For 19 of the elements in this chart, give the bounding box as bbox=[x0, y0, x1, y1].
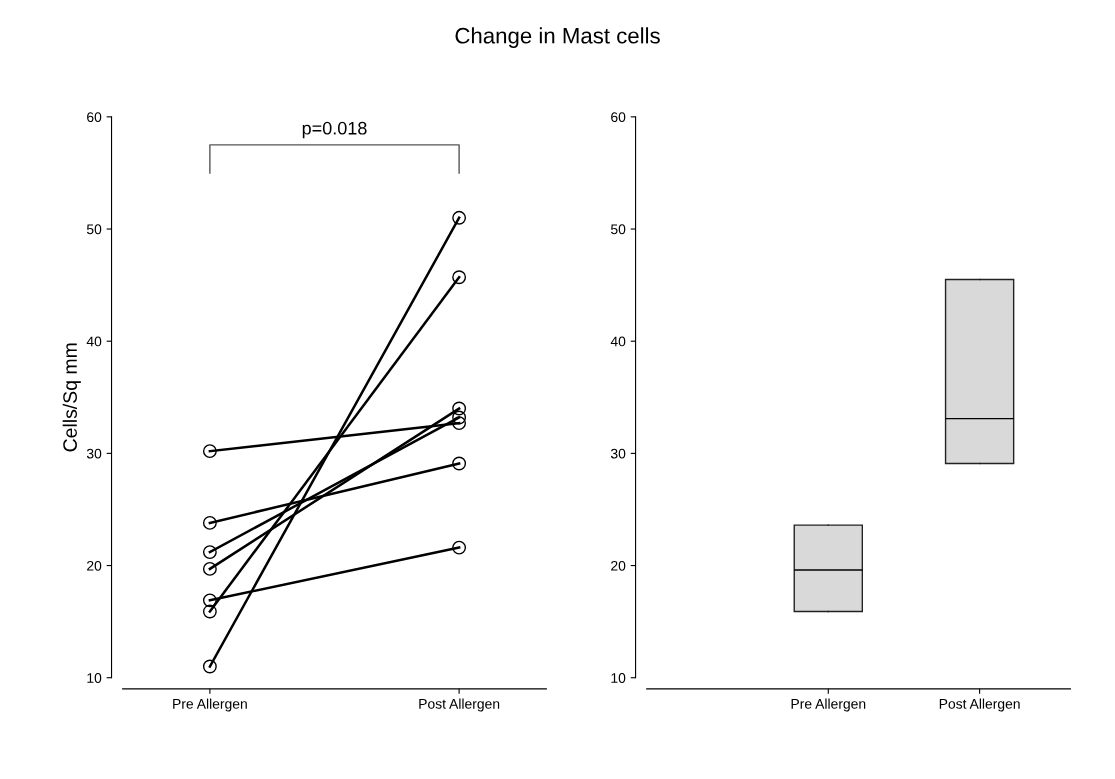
y-tick-label: 30 bbox=[86, 448, 102, 459]
y-tick-label: 50 bbox=[610, 224, 626, 235]
x-tick-label: Post Allergen bbox=[939, 698, 1020, 712]
y-tick-label: 10 bbox=[87, 673, 102, 683]
y-axis-title: Cells/Sq mm bbox=[62, 343, 81, 452]
y-tick-label: 40 bbox=[610, 336, 626, 347]
y-tick-label: 20 bbox=[611, 560, 626, 571]
y-tick-label: 50 bbox=[86, 224, 102, 235]
annotation: p=0.018 bbox=[302, 121, 367, 139]
y-tick-label: 40 bbox=[86, 336, 102, 347]
chart-title: Change in Mast cells bbox=[455, 27, 660, 48]
y-tick-label: 60 bbox=[611, 112, 626, 123]
x-tick-label: Pre Allergen bbox=[791, 698, 866, 712]
y-tick-label: 20 bbox=[87, 560, 102, 571]
y-tick-label: 60 bbox=[87, 112, 102, 123]
x-tick-label: Pre Allergen bbox=[173, 698, 247, 712]
x-tick-label: Post Allergen bbox=[419, 698, 500, 712]
y-tick-label: 30 bbox=[610, 448, 626, 459]
y-tick-label: 10 bbox=[611, 673, 626, 683]
